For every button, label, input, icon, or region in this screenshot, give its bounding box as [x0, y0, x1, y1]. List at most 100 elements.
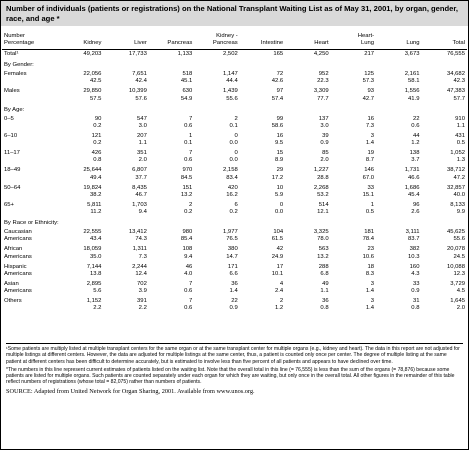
count: 3,673 [404, 51, 420, 57]
cell: 431 0.5 [422, 132, 468, 149]
count: 22,056 [83, 71, 102, 78]
cell: 7 0.6 [149, 149, 194, 166]
count: 108 [182, 246, 193, 253]
cell: 151 13.2 [149, 184, 194, 201]
percent: 0.2 [184, 209, 193, 216]
count: 910 [455, 115, 465, 122]
cell: 1,977 76.5 [194, 228, 239, 245]
cell: 3 1.4 [331, 280, 376, 297]
percent: 0.5 [365, 209, 375, 216]
cell: 32,857 40.0 [422, 184, 468, 201]
count: 8,435 [132, 184, 147, 191]
cell: 0 0.0 [240, 201, 285, 218]
count: 4,250 [313, 51, 329, 57]
cell: 17 10.1 [240, 263, 285, 280]
cell: 49,203 [58, 50, 103, 61]
count: 165 [273, 51, 284, 57]
cell: 1 0.1 [149, 132, 194, 149]
count: 36 [231, 280, 238, 287]
cell: 2,895 5.6 [58, 280, 103, 297]
cell: 391 2.2 [103, 297, 148, 314]
percent: 85.4 [180, 236, 193, 243]
cell: 4,250 [285, 50, 330, 61]
count: 1 [370, 201, 375, 208]
cell: 3,309 77.7 [285, 87, 330, 104]
footnote: *The numbers in this line represent curr… [6, 366, 455, 386]
count: 6 [234, 201, 238, 208]
cell: 165 [240, 50, 285, 61]
data-row: Asian Americans 2,895 5.6 702 3.9 7 0.6 36 1.4 4 2… [2, 280, 467, 297]
count: 97 [276, 88, 284, 95]
percent: 24.5 [453, 253, 465, 260]
row-label: 18–49 [4, 167, 21, 174]
percent: 2.4 [274, 288, 284, 295]
percent: 2.0 [138, 157, 147, 164]
cell: 22 0.9 [194, 297, 239, 314]
percent: 1.1 [320, 288, 329, 295]
cell: 3,111 83.7 [376, 228, 421, 245]
percent: 28.8 [317, 174, 329, 181]
column-header: Kidney [58, 26, 104, 50]
cell: 49 1.1 [285, 280, 330, 297]
percent: 55.6 [226, 95, 238, 102]
percent: 0.9 [320, 140, 329, 147]
count: 431 [455, 133, 465, 140]
percent: 57.6 [135, 95, 147, 102]
count: 90 [94, 115, 102, 122]
row-label: 65+ [4, 201, 14, 208]
count: 1 [189, 133, 193, 140]
count: 10,399 [128, 88, 147, 95]
percent: 42.3 [453, 78, 465, 85]
cell: 18 8.3 [331, 263, 376, 280]
count: 15 [276, 150, 284, 157]
footnote: ¹Some patients are multiply listed at mu… [6, 346, 460, 365]
cell: 171 6.6 [194, 263, 239, 280]
cell: 10,088 12.3 [422, 263, 468, 280]
cell: 207 1.1 [103, 132, 148, 149]
count: 47,383 [446, 88, 465, 95]
percent: 0.8 [411, 305, 420, 312]
percent: 0.5 [456, 140, 465, 147]
cell: 18,059 35.0 [58, 245, 103, 262]
row-label: 0–5 [4, 115, 14, 122]
count: 3 [370, 133, 375, 140]
count: 970 [182, 167, 193, 174]
count: 2,895 [86, 280, 102, 287]
percent: 0.8 [93, 157, 102, 164]
percent: 42.6 [271, 78, 284, 85]
cell: 17,733 [103, 50, 148, 61]
column-header: Heart [285, 26, 331, 50]
cell: 910 1.1 [422, 115, 468, 132]
percent: 3.0 [320, 123, 329, 130]
count: 1,227 [313, 167, 329, 174]
cell: 3 1.4 [331, 132, 376, 149]
count: 171 [227, 263, 238, 270]
count: 7,651 [132, 71, 147, 78]
percent: 8.3 [365, 270, 375, 277]
percent: 55.6 [453, 236, 465, 243]
cell: 382 10.3 [376, 245, 421, 262]
cell: 351 2.0 [103, 149, 148, 166]
percent: 4.5 [456, 288, 465, 295]
percent: 3.0 [138, 123, 147, 130]
row-label: Hispanic Americans [4, 263, 32, 277]
count: 10 [276, 184, 284, 191]
count: 207 [137, 133, 147, 140]
percent: 8.9 [274, 157, 284, 164]
cell: 1,731 46.6 [376, 166, 421, 183]
cell: 10 5.9 [240, 184, 285, 201]
percent: 1.4 [365, 305, 375, 312]
count: 2,502 [223, 51, 238, 57]
count: 19 [367, 150, 375, 157]
count: 217 [364, 51, 375, 57]
row-label: Asian Americans [4, 280, 32, 295]
data-row: African Americans 18,059 35.0 1,311 7.3 108 9.… [2, 245, 467, 262]
count: 3 [370, 280, 375, 287]
count: 952 [318, 71, 329, 78]
count: 3,309 [313, 88, 329, 95]
count: 137 [318, 115, 329, 122]
cell: 99 58.6 [240, 115, 285, 132]
count: 2 [234, 115, 238, 122]
count: 49 [322, 280, 329, 287]
count: 2,268 [313, 184, 329, 191]
